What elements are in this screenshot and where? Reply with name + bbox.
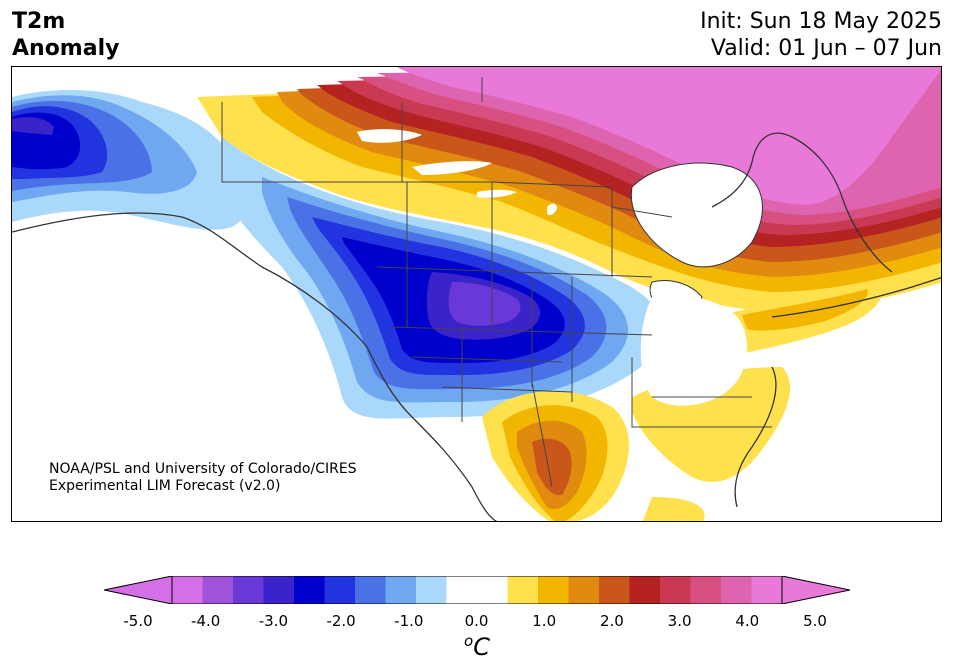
colorbar-cell [294,576,325,604]
title-line1: T2m [12,9,66,34]
colorbar-min-arrow [104,576,172,604]
colorbar-tick-label: -5.0 [123,612,153,630]
colorbar-cell [477,576,508,604]
colorbar-tick-label: 3.0 [667,612,692,630]
colorbar-cell [690,576,722,604]
mexico-warm-anomaly [482,391,629,521]
colorbar-tick-label: 4.0 [735,612,760,630]
colorbar-cell [172,576,203,604]
colorbar-cell [660,576,691,604]
unit-degree: o [464,632,474,650]
colorbar-cell [385,576,417,604]
colorbar-cell [751,576,783,604]
colorbar-cell [202,576,234,604]
title-line2: Anomaly [12,36,120,61]
colorbar-tick-label: 5.0 [803,612,827,630]
colorbar-tick-label: -3.0 [258,612,289,630]
colorbar-cell [507,576,539,604]
unit-letter: C [473,633,490,661]
colorbar-unit: oC [464,632,490,661]
colorbar-tick-label: 2.0 [599,612,624,630]
colorbar-cell [233,576,264,604]
colorbar-cell [416,576,447,604]
colorbar-tick-label: 0.0 [464,612,489,630]
anomaly-map [11,66,942,522]
colorbar-cell [355,576,386,604]
arctic-lakes [357,129,557,216]
colorbar-max-arrow [782,576,850,604]
colorbar-tick-label: 1.0 [532,612,557,630]
valid-range: Valid: 01 Jun – 07 Jun [710,36,942,61]
coastlines [12,132,941,521]
colorbar-cell [263,576,295,604]
colorbar-cell [568,576,600,604]
central-us-cold-anomaly [212,137,662,419]
colorbar-cell [629,576,661,604]
init-date: Init: Sun 18 May 2025 [700,9,942,34]
credit-line2: Experimental LIM Forecast (v2.0) [49,478,281,494]
forecast-dates: Init: Sun 18 May 2025 Valid: 01 Jun – 07… [700,8,942,62]
colorbar-tick-label: -2.0 [326,612,356,630]
water-bodies [630,162,763,406]
canada-warm-band [197,67,941,312]
colorbar-cell [721,576,752,604]
colorbar-cell [446,576,478,604]
political-borders [221,77,772,488]
colorbar-cell [324,576,356,604]
colorbar-ticks: -5.0 -4.0 -3.0 -2.0 -1.0 0.0 1.0 2.0 3.0 4.0 5.0 [0,612,954,632]
credit-text: NOAA/PSL and University of Colorado/CIRE… [49,461,357,495]
colorbar [104,576,850,604]
colorbar-cell [538,576,569,604]
colorbar-tick-label: -4.0 [191,612,221,630]
map-title: T2m Anomaly [12,8,119,62]
colorbar-tick-label: -1.0 [394,612,424,630]
alaska-cold-anomaly [12,90,247,230]
credit-line1: NOAA/PSL and University of Colorado/CIRE… [49,461,357,477]
colorbar-cell [599,576,630,604]
map-canvas [12,67,941,521]
